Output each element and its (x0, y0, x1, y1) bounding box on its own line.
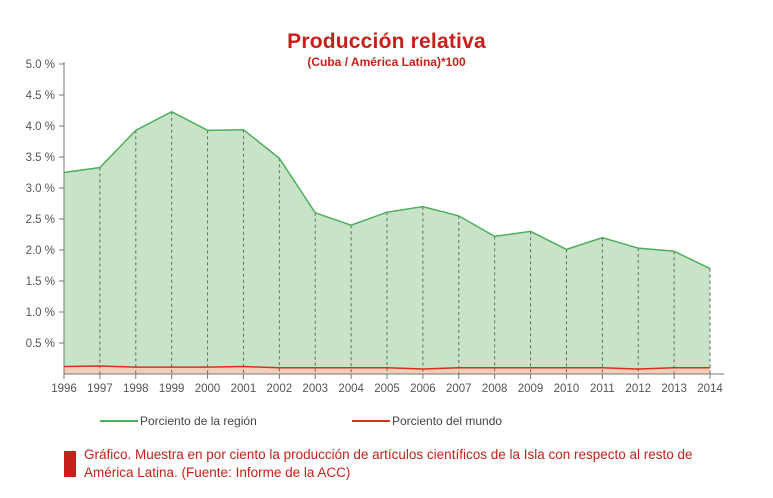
legend-swatch-world (352, 420, 390, 422)
x-tick-label: 1999 (159, 383, 185, 395)
x-tick-label: 2004 (338, 383, 364, 395)
x-tick-label: 2012 (625, 383, 651, 395)
y-tick-label: 4.0 % (26, 121, 55, 133)
y-tick-label: 4.5 % (26, 90, 55, 102)
x-tick-label: 2009 (518, 383, 544, 395)
x-tick-label: 1996 (51, 383, 77, 395)
y-tick-label: 3.5 % (26, 152, 55, 164)
y-tick-label: 1.5 % (26, 276, 55, 288)
x-tick-label: 2001 (231, 383, 257, 395)
x-tick-label: 2011 (590, 383, 615, 395)
x-tick-label: 2005 (374, 383, 400, 395)
y-tick-label: 2.5 % (26, 214, 55, 226)
x-tick-label: 2003 (302, 383, 328, 395)
y-tick-label: 3.0 % (26, 183, 55, 195)
x-tick-label: 2002 (267, 383, 293, 395)
y-tick-label: 0.5 % (26, 338, 55, 350)
x-tick-label: 2014 (697, 383, 723, 395)
chart-subtitle: (Cuba / América Latina)*100 (307, 55, 466, 69)
x-tick-label: 2008 (482, 383, 508, 395)
x-tick-label: 2007 (446, 383, 472, 395)
x-tick-label: 2013 (661, 383, 687, 395)
legend-label-region: Porciento de la región (140, 414, 257, 428)
y-tick-label: 1.0 % (26, 307, 55, 319)
x-tick-label: 2000 (195, 383, 221, 395)
x-tick-label: 2006 (410, 383, 436, 395)
legend-swatch-region (100, 420, 138, 422)
caption-marker (64, 451, 76, 477)
x-tick-label: 1998 (123, 383, 149, 395)
chart-title: Producción relativa (287, 30, 486, 53)
legend-item-region: Porciento de la región (100, 414, 257, 428)
legend-label-world: Porciento del mundo (392, 414, 503, 428)
figure-caption: Gráfico. Muestra en por ciento la produc… (84, 447, 693, 480)
x-tick-label: 2010 (554, 383, 580, 395)
y-tick-label: 2.0 % (26, 245, 55, 257)
y-tick-label: 5.0 % (26, 59, 55, 71)
x-tick-label: 1997 (87, 383, 113, 395)
legend-item-world: Porciento del mundo (352, 414, 502, 428)
